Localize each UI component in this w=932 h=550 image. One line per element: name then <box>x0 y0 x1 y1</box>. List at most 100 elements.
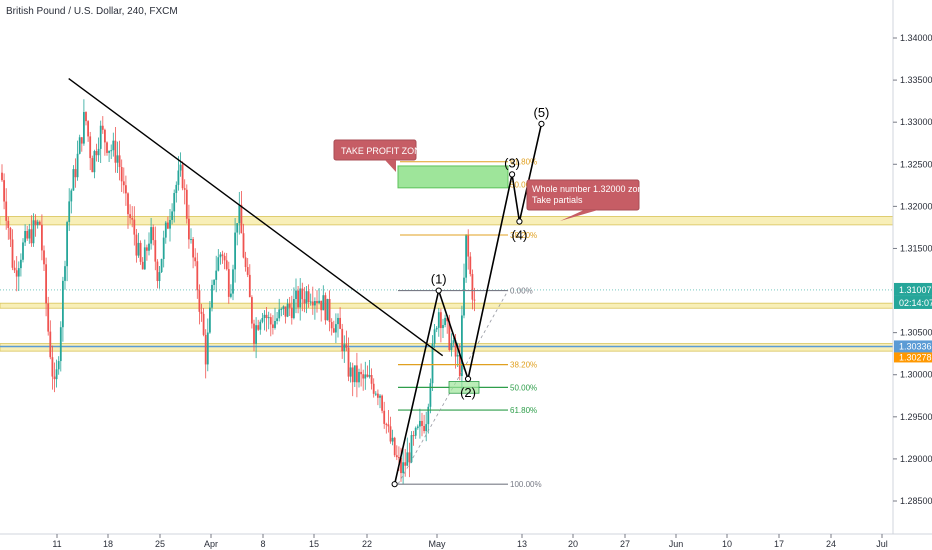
candle-body <box>104 129 106 143</box>
orange-price-value: 1.30278 <box>899 352 932 362</box>
candle-body <box>423 425 425 432</box>
candle-body <box>337 317 339 325</box>
candle-body <box>43 250 45 265</box>
y-tick-label: 1.29000 <box>900 454 932 464</box>
x-tick-label: 22 <box>362 539 372 549</box>
candle-body <box>122 181 125 186</box>
y-tick-label: 1.31500 <box>900 243 932 253</box>
descending-trendline <box>68 77 444 357</box>
candle-body <box>316 301 318 304</box>
candle-body <box>259 321 262 330</box>
candle-body <box>87 121 89 137</box>
candle-body <box>112 140 115 151</box>
candle-body <box>198 290 201 312</box>
candle-body <box>370 375 373 384</box>
x-tick-label: 17 <box>774 539 784 549</box>
candle-body <box>314 301 316 306</box>
x-tick-label: 15 <box>309 539 319 549</box>
candle-body <box>272 324 274 328</box>
last-price-value: 1.31007 <box>899 285 932 295</box>
candle-body <box>435 327 438 330</box>
candle-body <box>360 371 362 375</box>
candle-body <box>192 239 194 258</box>
candle-body <box>257 325 260 330</box>
x-tick-label: Apr <box>204 539 218 549</box>
candle-body <box>412 435 415 437</box>
y-tick-label: 1.32500 <box>900 159 932 169</box>
elliott-wave-path <box>393 123 543 485</box>
candle-body <box>374 393 377 395</box>
candle-body <box>3 180 5 202</box>
candle-body <box>328 298 331 323</box>
y-tick-label: 1.32000 <box>900 201 932 211</box>
candle-body <box>22 242 24 260</box>
wave-point <box>464 375 472 383</box>
y-tick-label: 1.30000 <box>900 370 932 380</box>
candle-body <box>125 185 127 194</box>
candle-body <box>95 151 98 156</box>
candle-body <box>351 367 354 383</box>
fib-extension-label: 38.20% <box>510 231 537 240</box>
candle-body <box>101 125 104 130</box>
candle-body <box>196 261 199 291</box>
candle-body <box>349 367 352 377</box>
fib-level-label: 50.00% <box>510 383 537 392</box>
candle-body <box>341 328 344 352</box>
candle-body <box>248 274 251 298</box>
candle-body <box>385 423 388 425</box>
blue-price-value: 1.30336 <box>899 341 932 351</box>
candle-body <box>156 261 159 282</box>
candle-body <box>446 317 449 322</box>
candle-body <box>137 242 140 256</box>
candle-body <box>473 299 476 301</box>
candle-body <box>425 424 428 432</box>
candle-body <box>332 328 335 333</box>
candle-body <box>116 155 119 163</box>
candle-body <box>28 229 31 239</box>
drawings: 0.00% 38.20% 50.00% 61.80% 100.00% 61.80% 50.0… <box>68 77 648 489</box>
candle-body <box>139 242 142 262</box>
candle-body <box>194 257 197 262</box>
candle-body <box>379 395 381 398</box>
candle-body <box>200 311 203 314</box>
fib-level-label: 38.20% <box>510 361 537 370</box>
candle-body <box>215 270 218 280</box>
candle-body <box>251 297 253 324</box>
wave-label: (5) <box>533 105 549 120</box>
candle-body <box>133 219 136 235</box>
candle-body <box>421 420 423 426</box>
candle-body <box>322 295 325 311</box>
candle-body <box>358 371 360 383</box>
x-tick-label: Jul <box>876 539 888 549</box>
candle-body <box>456 354 459 357</box>
candle-body <box>57 361 60 370</box>
candle-body <box>301 288 304 300</box>
blue-price-tag <box>894 340 932 353</box>
fib-trend-line <box>397 290 509 485</box>
candle-body <box>209 307 211 333</box>
candle-body <box>343 344 346 352</box>
candle-body <box>97 148 100 156</box>
x-tick-label: 18 <box>103 539 113 549</box>
candle-body <box>93 151 96 173</box>
candle-body <box>190 239 192 241</box>
entry-zone-box <box>448 381 480 394</box>
candle-body <box>454 340 457 357</box>
candle-body <box>366 374 369 377</box>
orange-price-tag <box>894 352 932 363</box>
candle-body <box>240 204 243 234</box>
candle-body <box>217 257 220 271</box>
candle-body <box>395 455 398 458</box>
candle-body <box>427 406 430 425</box>
whole-number-callout <box>526 179 640 211</box>
candle-body <box>372 383 375 394</box>
candle-body <box>76 153 79 178</box>
chart-title: British Pound / U.S. Dollar, 240, FXCM <box>6 6 178 17</box>
candle-body <box>177 170 180 185</box>
candle-body <box>66 222 68 267</box>
candle-body <box>364 374 367 379</box>
whole-number-callout-pointer <box>560 210 598 221</box>
y-tick-label: 1.33500 <box>900 75 932 85</box>
